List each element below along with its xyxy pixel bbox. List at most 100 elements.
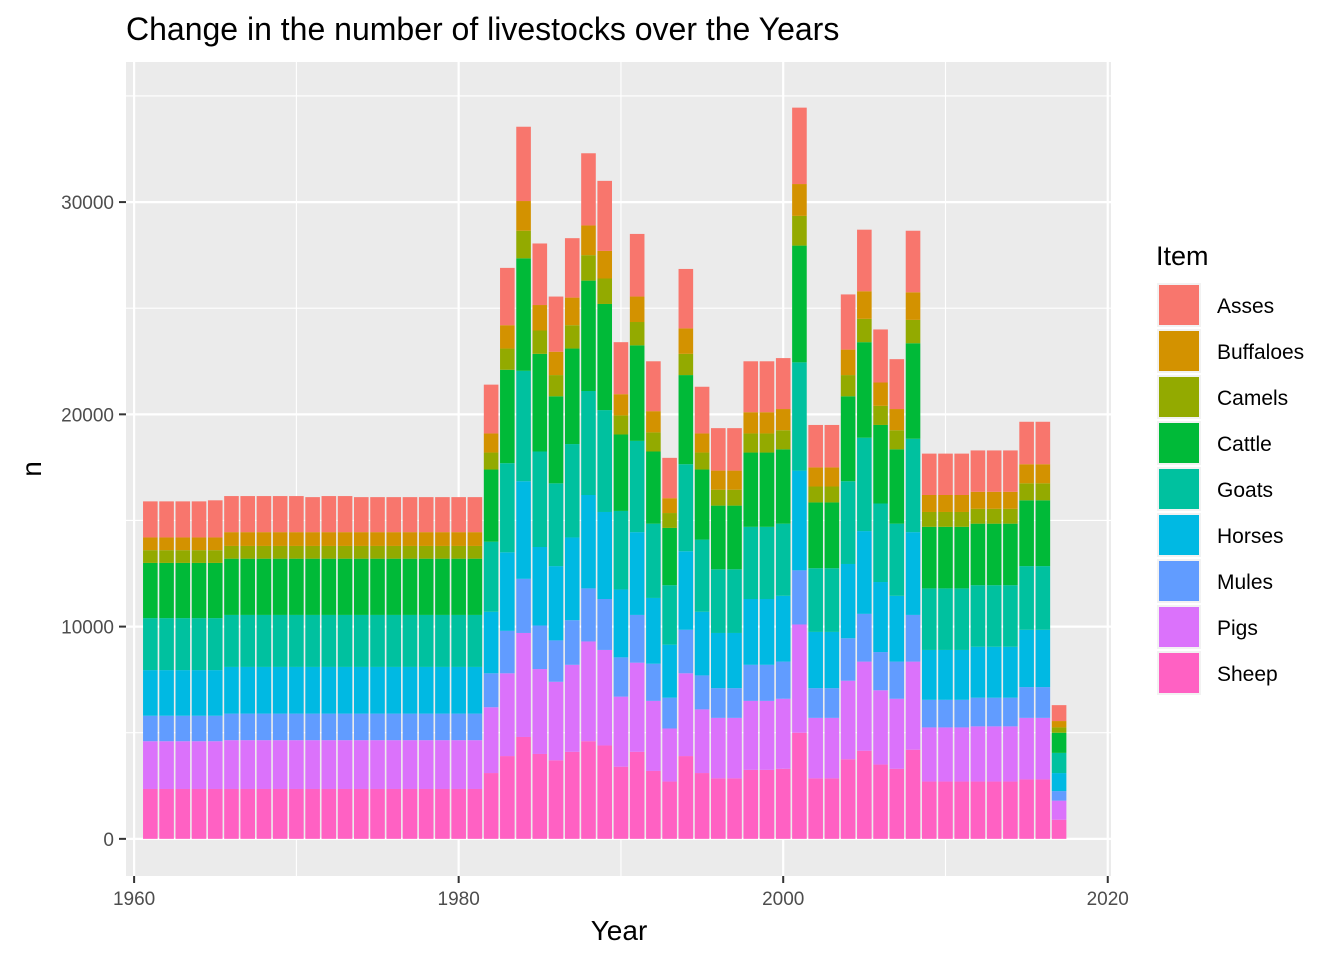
bar-segment xyxy=(321,614,337,667)
y-axis-title: n xyxy=(16,461,47,477)
bar-segment xyxy=(435,666,450,714)
bar-segment xyxy=(224,558,239,615)
bar-segment xyxy=(646,432,661,452)
bar-segment xyxy=(710,632,726,689)
bar-segment xyxy=(775,430,791,450)
bar-segment xyxy=(159,741,174,789)
x-tick-label: 1980 xyxy=(438,889,480,910)
bar-segment xyxy=(1019,500,1034,567)
bar-segment xyxy=(451,666,466,714)
bar-segment xyxy=(889,409,905,431)
bar-segment xyxy=(256,788,272,839)
bar-segment xyxy=(662,527,677,586)
bar-segment xyxy=(516,578,531,633)
bar-segment xyxy=(727,632,742,689)
bar-segment xyxy=(402,614,418,667)
bar-segment xyxy=(581,225,596,256)
bar-segment xyxy=(548,375,564,397)
bar-segment xyxy=(857,318,872,343)
bar-segment xyxy=(402,713,418,741)
bar-segment xyxy=(1051,705,1067,722)
bar-segment xyxy=(159,537,174,551)
bar-segment xyxy=(840,481,856,564)
bar-segment xyxy=(175,550,191,563)
bar-segment xyxy=(207,550,223,563)
bar-segment xyxy=(500,463,515,553)
bar-segment xyxy=(710,470,726,490)
bar-segment xyxy=(321,532,337,546)
bar-segment xyxy=(159,550,174,563)
bar-segment xyxy=(792,215,807,246)
bar-segment xyxy=(921,526,937,589)
bars xyxy=(143,107,1067,839)
bar-segment xyxy=(743,769,759,839)
bar-segment xyxy=(824,467,840,487)
bar-segment xyxy=(889,523,905,596)
bar-segment xyxy=(792,184,807,216)
bar-segment xyxy=(938,649,953,700)
bar-segment xyxy=(743,599,759,665)
bar-segment xyxy=(337,545,353,559)
bar-segment xyxy=(581,153,596,226)
bar-segment xyxy=(337,666,353,714)
bar-segment xyxy=(905,532,921,615)
bar-segment xyxy=(646,700,661,771)
bar-segment xyxy=(467,558,483,615)
bar-segment xyxy=(889,449,905,524)
bar-segment xyxy=(532,669,548,754)
bar-segment xyxy=(402,788,418,839)
y-tick-label: 20000 xyxy=(61,405,114,426)
bar-segment xyxy=(662,781,677,839)
bar-segment xyxy=(581,741,596,839)
bar-segment xyxy=(191,715,207,742)
bar-segment xyxy=(418,666,434,714)
bar-segment xyxy=(289,558,304,615)
bar-segment xyxy=(451,788,466,839)
bar-segment xyxy=(305,497,320,533)
bar-segment xyxy=(840,349,856,376)
bar-segment xyxy=(240,740,256,789)
bar-segment xyxy=(808,467,823,487)
bar-segment xyxy=(1003,781,1018,839)
bar-segment xyxy=(256,713,272,741)
bar-segment xyxy=(289,666,304,714)
bar-segment xyxy=(1003,585,1018,647)
bar-segment xyxy=(1051,819,1067,839)
bar-segment xyxy=(986,781,1002,839)
bar-segment xyxy=(548,566,564,641)
bar-segment xyxy=(581,641,596,742)
bar-segment xyxy=(1003,726,1018,782)
bar-segment xyxy=(159,501,174,538)
bar-segment xyxy=(353,788,369,839)
bar-segment xyxy=(727,569,742,633)
bar-segment xyxy=(597,511,613,600)
legend-swatch xyxy=(1159,607,1199,647)
legend-swatch xyxy=(1159,377,1199,417)
bar-segment xyxy=(970,726,986,782)
bar-segment xyxy=(581,255,596,281)
bar-segment xyxy=(418,532,434,546)
x-tick-label: 2020 xyxy=(1087,889,1129,910)
bar-segment xyxy=(483,541,499,612)
bar-segment xyxy=(759,412,775,434)
bar-segment xyxy=(954,588,970,650)
bar-segment xyxy=(710,489,726,506)
bar-segment xyxy=(840,563,856,639)
bar-segment xyxy=(451,614,466,667)
bar-segment xyxy=(808,631,823,689)
bar-segment xyxy=(727,489,742,506)
bar-segment xyxy=(840,396,856,482)
bar-segment xyxy=(337,788,353,839)
bar-segment xyxy=(337,740,353,789)
bar-segment xyxy=(564,664,580,752)
bar-segment xyxy=(289,788,304,839)
bar-segment xyxy=(191,618,207,671)
bar-segment xyxy=(629,532,645,615)
bar-segment xyxy=(272,496,288,533)
bar-segment xyxy=(824,502,840,569)
legend-label: Camels xyxy=(1217,387,1288,410)
bar-segment xyxy=(240,713,256,741)
bar-segment xyxy=(889,359,905,410)
bar-segment xyxy=(548,760,564,839)
bar-segment xyxy=(873,503,888,583)
